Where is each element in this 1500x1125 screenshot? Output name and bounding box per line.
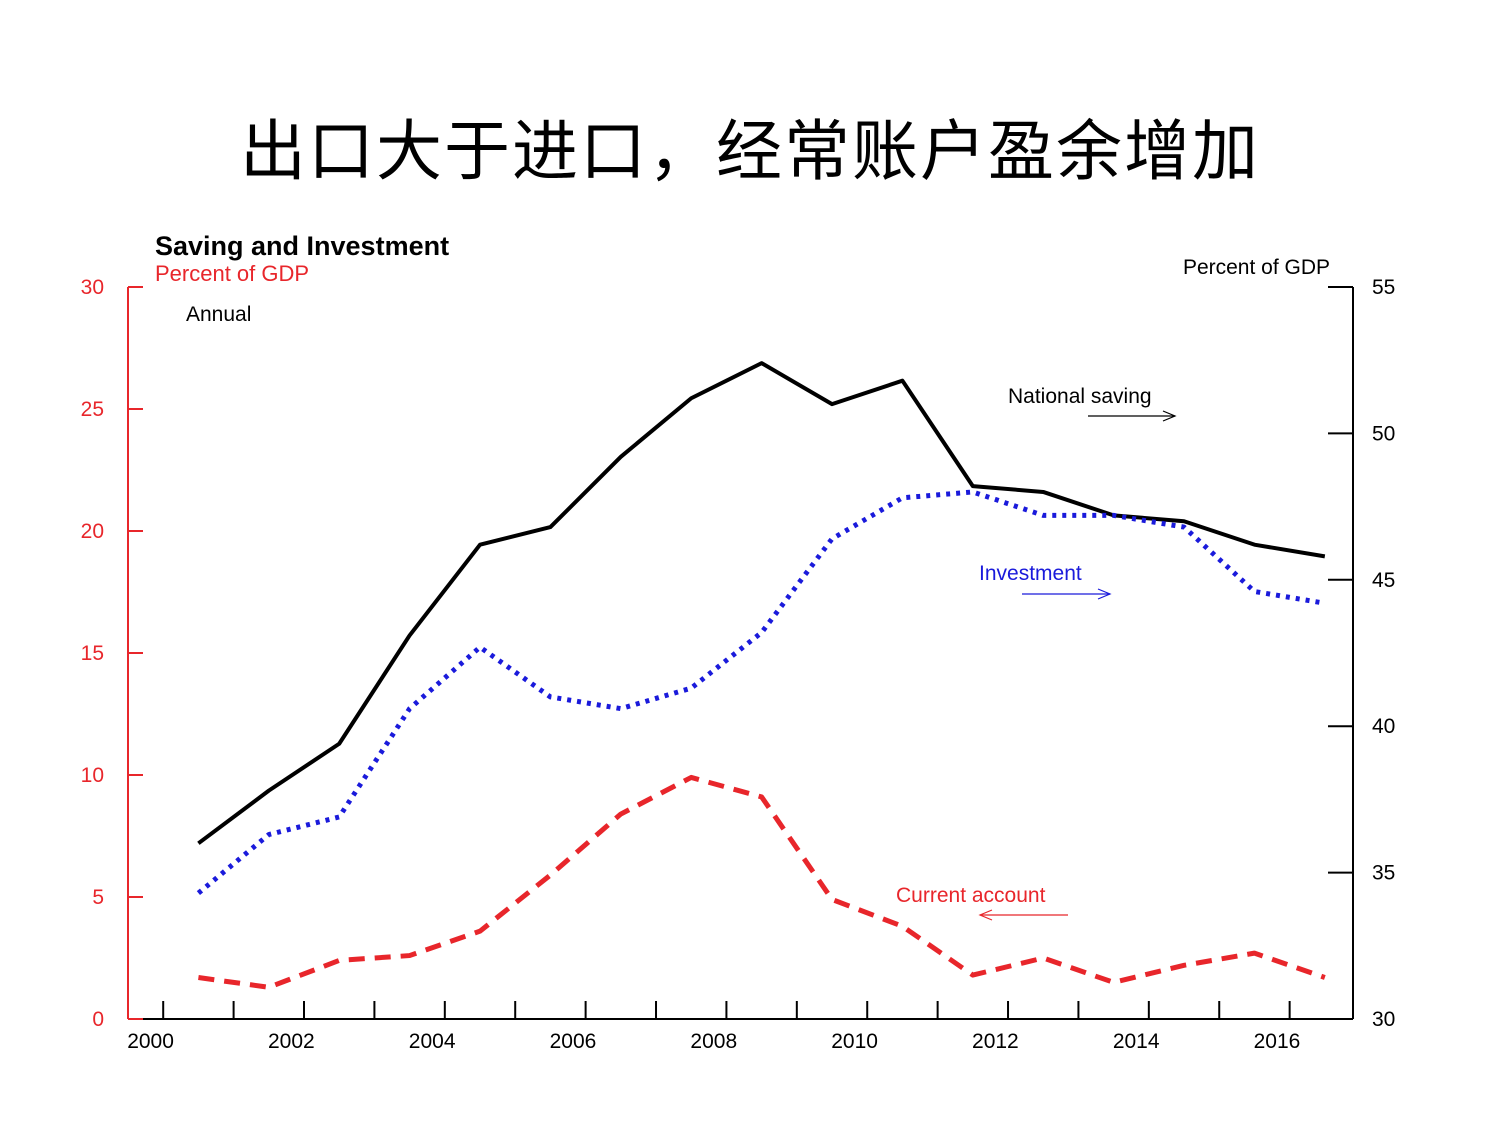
series-layer	[196, 361, 1326, 990]
annotation-label: Investment	[979, 562, 1082, 585]
series-line-current-account	[198, 774, 1326, 990]
left-tick-label: 10	[81, 764, 104, 787]
left-tick-label: 25	[81, 398, 104, 421]
x-tick-label: 2008	[690, 1030, 737, 1053]
x-tick-label: 2004	[409, 1030, 456, 1053]
chart-subtitle: Annual	[186, 303, 251, 326]
annotation-label: Current account	[896, 884, 1046, 907]
annotation-arrow-head	[978, 909, 993, 921]
left-tick-label: 15	[81, 642, 104, 665]
annotation-label: National saving	[1008, 385, 1152, 408]
series-line-national-saving	[197, 361, 1326, 845]
x-tick-label: 2006	[550, 1030, 597, 1053]
annot-layer: National saving Investment Current account	[896, 385, 1177, 921]
x-tick-label: 2012	[972, 1030, 1019, 1053]
x-tick-label: 2002	[268, 1030, 315, 1053]
right-tick-label: 35	[1372, 862, 1395, 885]
right-tick-label: 55	[1372, 276, 1395, 299]
text-layer: Saving and Investment Percent of GDP Ann…	[155, 231, 1330, 326]
x-tick-label: 2016	[1254, 1030, 1301, 1053]
axes-layer: 0 5 10 15 20 25 30 30 35 40 45 50 55 2000 2002 2004 2006…	[81, 276, 1396, 1053]
series-line-investment	[196, 489, 1326, 896]
annotation-arrow-head	[1162, 410, 1177, 422]
left-tick-label: 5	[92, 886, 104, 909]
right-tick-label: 45	[1372, 569, 1395, 592]
left-axis-label: Percent of GDP	[155, 261, 309, 286]
left-tick-label: 20	[81, 520, 104, 543]
right-tick-label: 30	[1372, 1008, 1395, 1031]
x-tick-label: 2010	[831, 1030, 878, 1053]
annotation-arrow-head	[1097, 588, 1112, 600]
right-tick-label: 50	[1372, 422, 1395, 445]
x-tick-label: 2000	[127, 1030, 174, 1053]
right-tick-label: 40	[1372, 715, 1395, 738]
left-tick-label: 0	[92, 1008, 104, 1031]
slide-title: 出口大于进口，经常账户盈余增加	[240, 113, 1260, 190]
chart-title: Saving and Investment	[155, 231, 449, 261]
left-tick-label: 30	[81, 276, 104, 299]
x-tick-label: 2014	[1113, 1030, 1160, 1053]
right-axis-label: Percent of GDP	[1183, 256, 1330, 279]
